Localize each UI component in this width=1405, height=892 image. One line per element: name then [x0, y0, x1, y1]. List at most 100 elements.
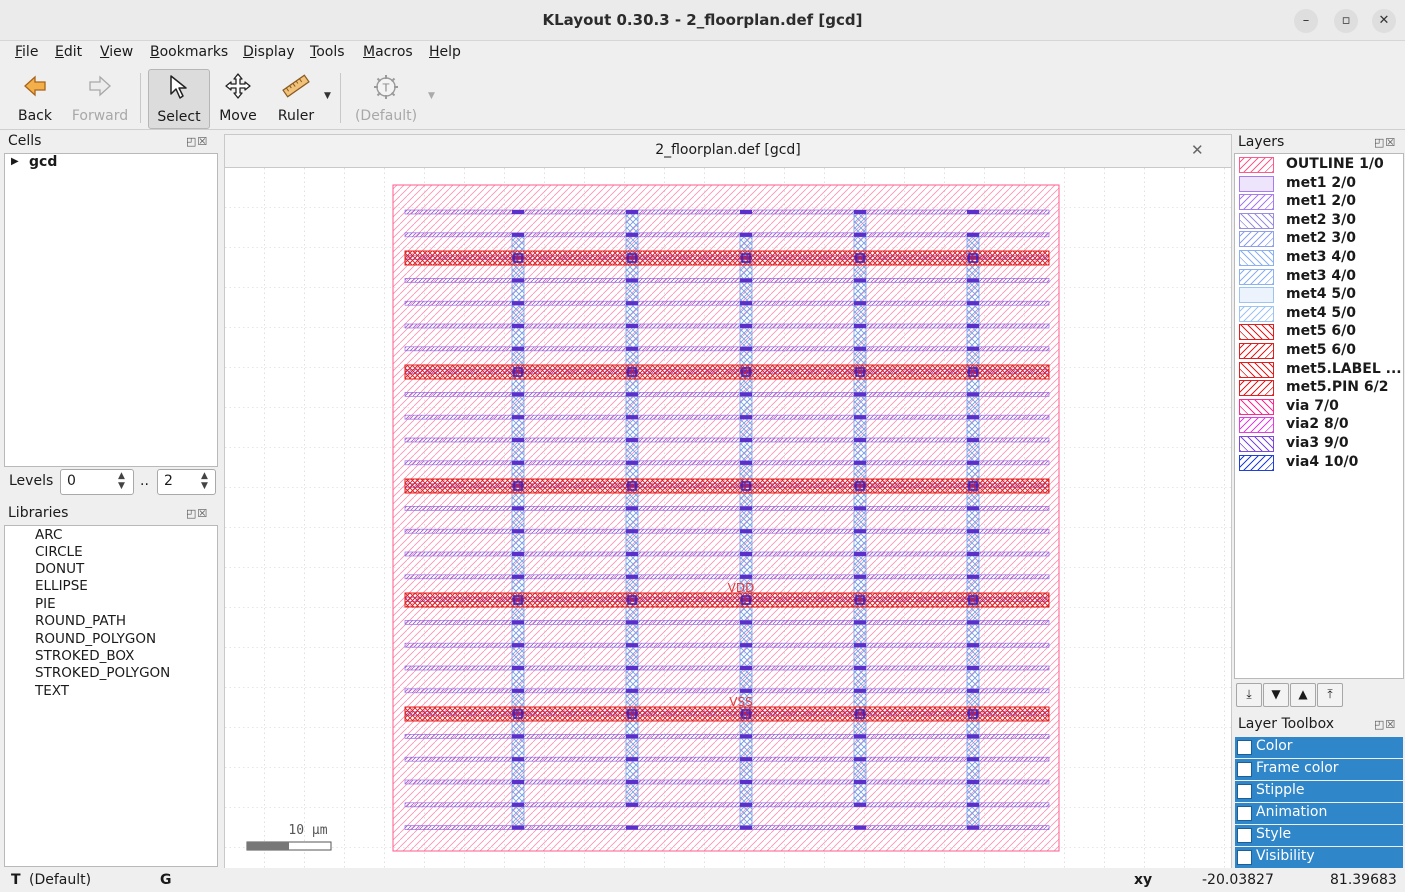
via-stack	[512, 552, 524, 556]
layer-row[interactable]: met2 3/0	[1239, 230, 1399, 248]
layer-name: met1 2/0	[1286, 174, 1356, 191]
ruler-button[interactable]: Ruler	[268, 69, 324, 127]
level-max-spinbox[interactable]: 2 ▲ ▼	[157, 469, 216, 495]
move-button[interactable]: Move	[212, 69, 264, 127]
met1-rail	[404, 574, 1050, 580]
cell-item-gcd[interactable]: gcd	[29, 154, 58, 170]
menu-macros[interactable]: Macros	[363, 44, 413, 60]
cells-tree[interactable]: ▶ gcd	[4, 153, 218, 467]
minimize-button[interactable]: –	[1294, 9, 1318, 33]
layer-row[interactable]: met2 3/0	[1239, 212, 1399, 230]
move-layer-top-icon[interactable]: ⤒	[1317, 683, 1343, 707]
expand-checkbox[interactable]	[1237, 762, 1252, 777]
spin-arrows-icon[interactable]: ▲ ▼	[118, 471, 125, 491]
library-item-stroked-polygon[interactable]: STROKED_POLYGON	[35, 665, 171, 681]
levels-label: Levels	[9, 473, 54, 489]
library-item-donut[interactable]: DONUT	[35, 561, 85, 577]
via-stack	[967, 780, 979, 784]
back-button[interactable]: Back	[8, 69, 62, 127]
cells-dock-buttons[interactable]: ◰☒	[186, 135, 209, 148]
maximize-button[interactable]: ▫	[1334, 9, 1358, 33]
expand-checkbox[interactable]	[1237, 740, 1252, 755]
layer-row[interactable]: met3 4/0	[1239, 268, 1399, 286]
level-min-spinbox[interactable]: 0 ▲ ▼	[60, 469, 134, 495]
close-tab-icon[interactable]: ✕	[1191, 141, 1204, 159]
layer-row[interactable]: met1 2/0	[1239, 193, 1399, 211]
layer-row[interactable]: met5 6/0	[1239, 342, 1399, 360]
via-stack	[854, 757, 866, 762]
layers-list[interactable]: OUTLINE 1/0 met1 2/0 met1 2/0 met2 3/0 met2 …	[1234, 153, 1404, 679]
move-layer-bottom-icon[interactable]: ⤓	[1236, 683, 1262, 707]
move-layer-down-icon[interactable]: ▼	[1263, 683, 1289, 707]
menu-edit[interactable]: Edit	[55, 44, 82, 60]
library-item-text[interactable]: TEXT	[35, 683, 70, 699]
layer-row[interactable]: via4 10/0	[1239, 454, 1399, 472]
via-stack	[626, 301, 638, 306]
toolbox-stipple[interactable]: Stipple	[1235, 781, 1403, 802]
library-item-round-polygon[interactable]: ROUND_POLYGON	[35, 631, 157, 647]
met1-rail	[404, 232, 1050, 238]
via-stack	[967, 757, 979, 762]
menu-help[interactable]: Help	[429, 44, 461, 60]
toolbox-frame-color[interactable]: Frame color	[1235, 759, 1403, 780]
layer-row[interactable]: met1 2/0	[1239, 175, 1399, 193]
forward-button[interactable]: Forward	[66, 69, 134, 127]
library-item-circle[interactable]: CIRCLE	[35, 544, 83, 560]
library-item-arc[interactable]: ARC	[35, 527, 63, 543]
met1-rail	[404, 392, 1050, 397]
library-item-stroked-box[interactable]: STROKED_BOX	[35, 648, 135, 664]
layer-row[interactable]: via3 9/0	[1239, 435, 1399, 453]
layer-row[interactable]: via 7/0	[1239, 398, 1399, 416]
menu-view[interactable]: View	[100, 44, 133, 60]
layer-row[interactable]: met4 5/0	[1239, 305, 1399, 323]
layer-row[interactable]: met3 4/0	[1239, 249, 1399, 267]
layout-tab-header[interactable]: 2_floorplan.def [gcd] ✕	[224, 134, 1232, 168]
layer-row[interactable]: met5 6/0	[1239, 323, 1399, 341]
toolbox-visibility[interactable]: Visibility	[1235, 847, 1403, 868]
library-item-round-path[interactable]: ROUND_PATH	[35, 613, 126, 629]
met1-rail	[404, 688, 1050, 694]
expand-arrow-icon[interactable]: ▶	[11, 156, 19, 167]
libraries-dock-buttons[interactable]: ◰☒	[186, 507, 209, 520]
ruler-dropdown-arrow-icon[interactable]: ▼	[324, 91, 331, 101]
library-item-ellipse[interactable]: ELLIPSE	[35, 578, 88, 594]
expand-checkbox[interactable]	[1237, 850, 1252, 865]
via4-marker	[513, 595, 523, 605]
toolbox-color[interactable]: Color	[1235, 737, 1403, 758]
via-stack	[967, 529, 979, 534]
expand-checkbox[interactable]	[1237, 806, 1252, 821]
via-stack	[512, 506, 524, 511]
menu-display[interactable]: Display	[243, 44, 295, 60]
expand-checkbox[interactable]	[1237, 784, 1252, 799]
vss-net-label: VSS	[729, 695, 752, 709]
via-stack	[854, 780, 866, 784]
via-stack	[512, 757, 524, 762]
via-stack	[854, 346, 866, 351]
move-layer-up-icon[interactable]: ▲	[1290, 683, 1316, 707]
layer-row[interactable]: met4 5/0	[1239, 286, 1399, 304]
close-window-button[interactable]: ✕	[1372, 9, 1396, 33]
libraries-list[interactable]: ARC CIRCLE DONUT ELLIPSE PIE ROUND_PATH …	[4, 525, 218, 867]
layer-toolbox-dock-buttons[interactable]: ◰☒	[1374, 718, 1397, 731]
ruler-icon	[282, 74, 310, 98]
layout-drawing[interactable]: VDD VSS 10 μm	[225, 168, 1231, 868]
menu-tools[interactable]: Tools	[310, 44, 345, 60]
select-button[interactable]: Select	[148, 69, 210, 129]
menu-file[interactable]: File	[15, 44, 38, 60]
layer-row[interactable]: met5.PIN 6/2	[1239, 379, 1399, 397]
layer-row[interactable]: OUTLINE 1/0	[1239, 156, 1399, 174]
expand-checkbox[interactable]	[1237, 828, 1252, 843]
layers-dock-buttons[interactable]: ◰☒	[1374, 136, 1397, 149]
spin-arrows-icon[interactable]: ▲ ▼	[201, 471, 208, 491]
library-item-pie[interactable]: PIE	[35, 596, 56, 612]
via-stack	[626, 529, 638, 534]
default-mode-button[interactable]: T (Default)	[348, 69, 424, 127]
toolbox-style[interactable]: Style	[1235, 825, 1403, 846]
menu-bookmarks[interactable]: Bookmarks	[150, 44, 228, 60]
layout-canvas[interactable]: VDD VSS 10 μm	[224, 167, 1232, 869]
layer-row[interactable]: via2 8/0	[1239, 416, 1399, 434]
toolbox-animation[interactable]: Animation	[1235, 803, 1403, 824]
default-dropdown-arrow-icon[interactable]: ▼	[428, 91, 435, 101]
layer-row[interactable]: met5.LABEL ...	[1239, 361, 1402, 379]
libraries-panel-title: Libraries	[8, 505, 69, 521]
